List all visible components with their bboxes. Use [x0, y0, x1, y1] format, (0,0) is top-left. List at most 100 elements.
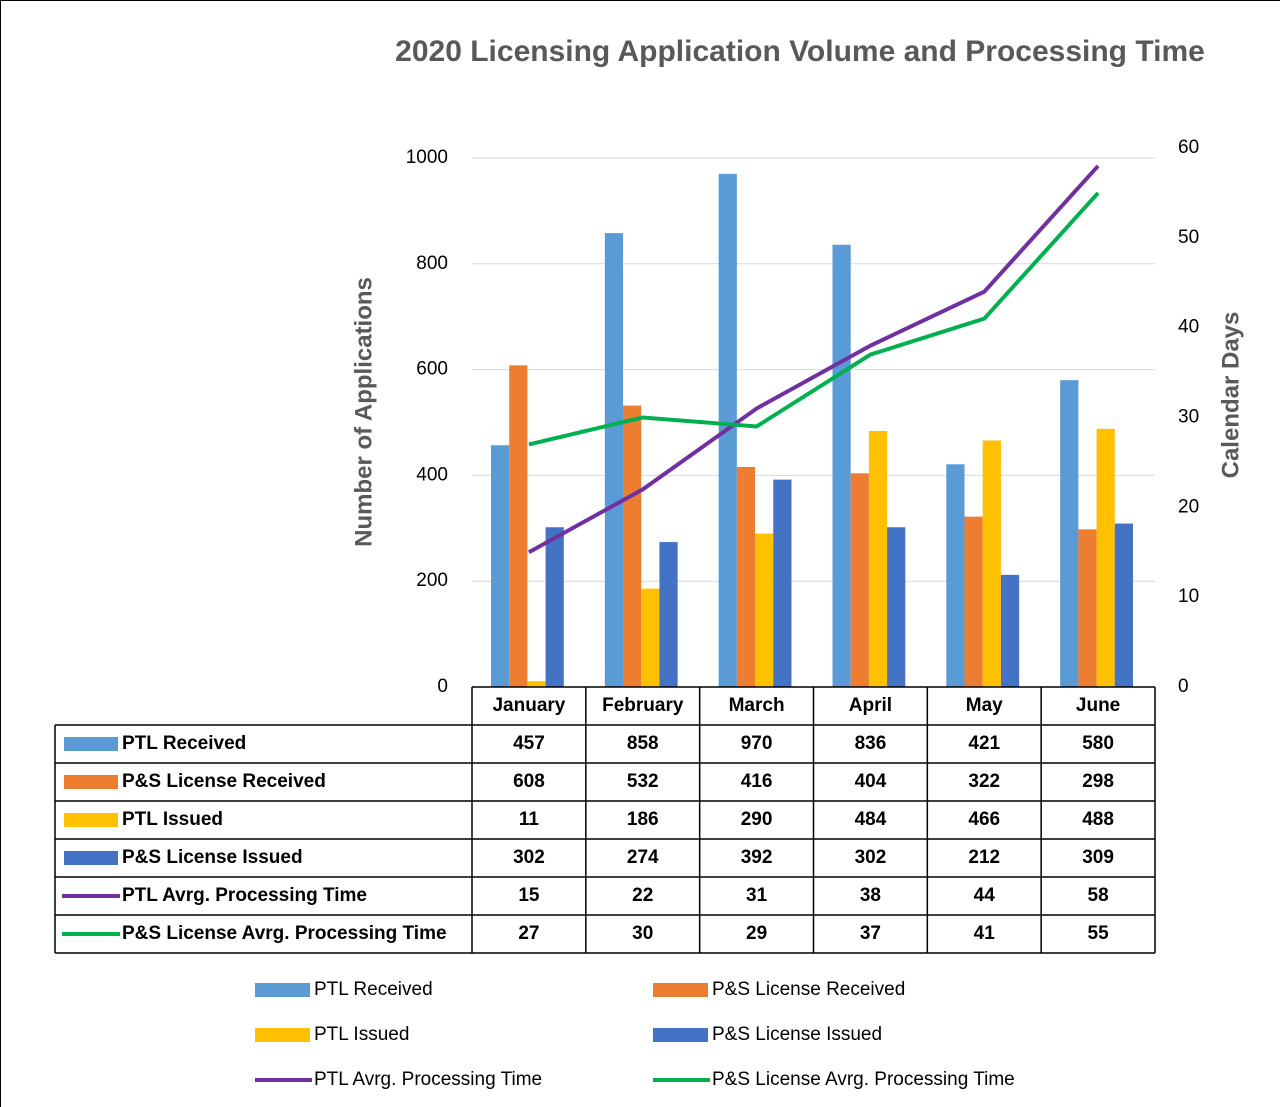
y-tick-label: 800 [416, 253, 448, 274]
x-tick-label: May [966, 695, 1003, 716]
bar [623, 405, 642, 687]
table-legend-key [64, 737, 118, 751]
x-tick-label: February [602, 695, 684, 716]
table-legend-key [64, 813, 118, 827]
bar [641, 588, 660, 687]
legend-label: PTL Issued [314, 1024, 409, 1045]
table-cell: 38 [860, 885, 881, 906]
y-tick-label: 200 [416, 570, 448, 591]
bar [1078, 529, 1097, 687]
bar [1114, 523, 1133, 687]
bar [773, 479, 792, 687]
table-cell: 15 [518, 885, 540, 906]
bar [946, 464, 965, 687]
table-cell: 421 [968, 733, 1000, 754]
bar [1000, 574, 1020, 687]
y2-tick-label: 60 [1178, 137, 1199, 158]
table-row-label: P&S License Received [122, 771, 326, 792]
x-tick-label: March [729, 695, 785, 716]
table-cell: 22 [632, 885, 653, 906]
line [528, 191, 1100, 447]
y-tick-label: 0 [437, 676, 448, 697]
table-cell: 302 [855, 847, 887, 868]
table-cell: 858 [627, 733, 659, 754]
legend-label: P&S License Issued [712, 1024, 882, 1045]
table-cell: 466 [968, 809, 1000, 830]
table-cell: 290 [741, 809, 773, 830]
bar [887, 527, 906, 687]
table-cell: 608 [513, 771, 545, 792]
table-cell: 322 [968, 771, 1000, 792]
bar [604, 233, 624, 688]
bar [491, 445, 510, 687]
table-cell: 274 [627, 847, 659, 868]
bar [659, 542, 678, 687]
table-cell: 404 [855, 771, 887, 792]
table-cell: 41 [974, 923, 996, 944]
table-cell: 298 [1082, 771, 1114, 792]
bar [736, 466, 756, 687]
table-legend-key [64, 775, 118, 789]
y2-tick-label: 0 [1178, 676, 1189, 697]
table-cell: 29 [746, 923, 767, 944]
legend-label: PTL Received [314, 979, 433, 1000]
bar [964, 516, 983, 687]
y2-tick-label: 30 [1178, 407, 1199, 428]
y-tick-label: 600 [416, 359, 448, 380]
x-tick-label: April [849, 695, 892, 716]
table-cell: 186 [627, 809, 659, 830]
table-cell: 836 [855, 733, 887, 754]
y-tick-label: 1000 [406, 147, 448, 168]
y2-tick-label: 10 [1178, 586, 1199, 607]
table-cell: 30 [632, 923, 653, 944]
table-cell: 416 [741, 771, 773, 792]
legend-label: P&S License Avrg. Processing Time [712, 1069, 1015, 1090]
y-tick-label: 400 [416, 464, 448, 485]
table-cell: 44 [974, 885, 996, 906]
table-legend-key [64, 851, 118, 865]
line [527, 164, 1100, 555]
y2-axis-title: Calendar Days [1217, 312, 1244, 479]
bar [982, 440, 1001, 687]
table-cell: 457 [513, 733, 545, 754]
table-cell: 580 [1082, 733, 1114, 754]
bar [1096, 428, 1115, 687]
bar [545, 527, 564, 687]
bar [832, 244, 851, 688]
table-row-label: PTL Received [122, 733, 246, 754]
table-row-label: P&S License Issued [122, 847, 303, 868]
x-tick-label: June [1076, 695, 1120, 716]
legend-label: PTL Avrg. Processing Time [314, 1069, 542, 1090]
table-cell: 58 [1088, 885, 1109, 906]
bar [509, 365, 528, 687]
table-cell: 55 [1088, 923, 1110, 944]
x-tick-label: January [492, 695, 565, 716]
y2-tick-label: 20 [1178, 496, 1199, 517]
y-axis-title: Number of Applications [350, 277, 377, 547]
bar [755, 533, 774, 687]
y2-tick-label: 40 [1178, 317, 1199, 338]
legend-key [255, 1028, 310, 1042]
table-cell: 532 [627, 771, 659, 792]
table-row-label: P&S License Avrg. Processing Time [122, 923, 447, 944]
chart-title: 2020 Licensing Application Volume and Pr… [395, 35, 1205, 68]
bar [527, 681, 546, 687]
table-cell: 392 [741, 847, 773, 868]
table-cell: 970 [741, 733, 773, 754]
table-cell: 212 [968, 847, 1000, 868]
table-cell: 309 [1082, 847, 1114, 868]
legend-key [255, 983, 310, 997]
table-cell: 27 [518, 923, 539, 944]
y2-tick-label: 50 [1178, 227, 1199, 248]
legend-key [653, 983, 708, 997]
table-cell: 488 [1082, 809, 1114, 830]
table-row-label: PTL Avrg. Processing Time [122, 885, 367, 906]
table-cell: 11 [519, 809, 540, 830]
table-row-label: PTL Issued [122, 809, 223, 830]
table-cell: 484 [855, 809, 887, 830]
table-cell: 37 [860, 923, 881, 944]
legend-label: P&S License Received [712, 979, 905, 1000]
bar [868, 430, 888, 687]
